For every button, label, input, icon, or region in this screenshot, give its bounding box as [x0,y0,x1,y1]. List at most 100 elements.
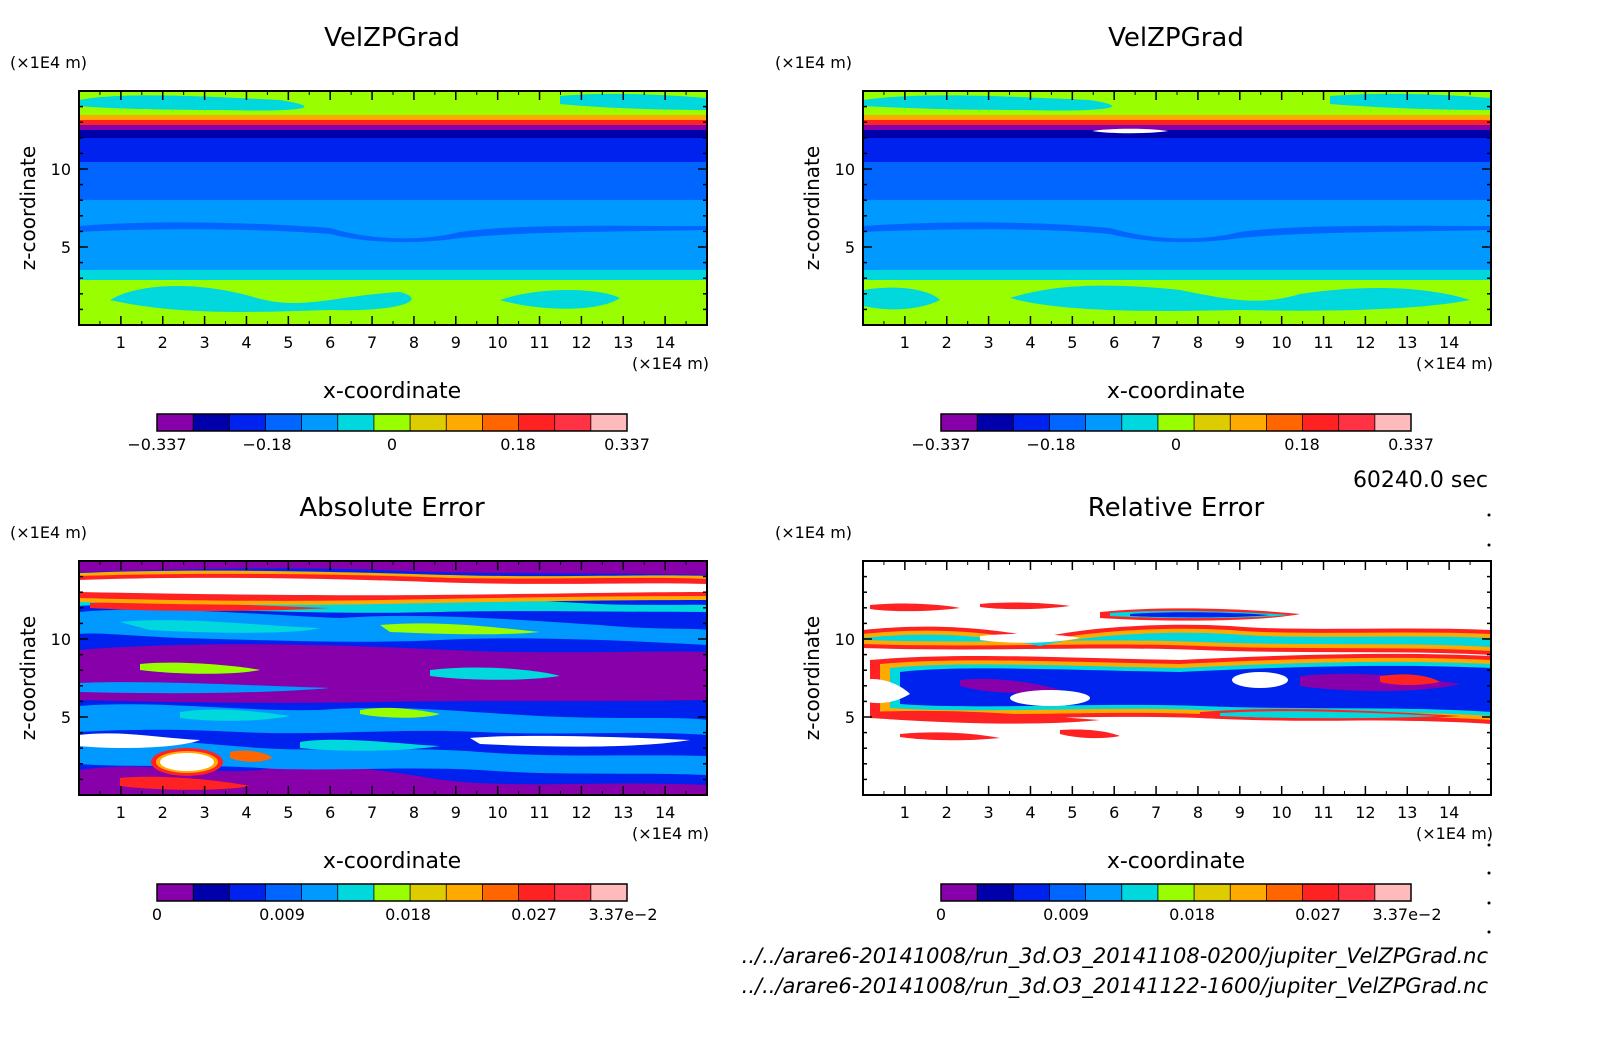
band-cyan [79,268,707,280]
colorbar-labels: −0.337 −0.18 0 0.18 0.337 [127,435,650,454]
x-tick-label: 5 [1067,333,1077,352]
colorbar-segment [1121,414,1159,431]
colorbar-segment [373,414,411,431]
colorbar-label: −0.18 [242,435,291,454]
colorbar-segment [337,884,375,901]
region-orange [230,750,272,762]
x-tick-label: 3 [200,803,210,822]
hole-white [1232,672,1288,688]
colorbar-segment [1302,884,1340,901]
saturated-band [79,733,200,748]
band-lower-red [870,710,1100,724]
x-tick-label: 6 [325,803,335,822]
x-tick-label: 2 [158,333,168,352]
colorbar-segment [518,414,556,431]
band-darkblue [79,128,707,138]
y-axis-label: z-coordinate [800,146,824,270]
colorbar-segment [1049,414,1087,431]
y-ticks: 5 10 [835,105,1491,311]
colorbar-segment [518,884,556,901]
dot [1487,513,1491,517]
band-orange [863,114,1491,120]
dot [1487,543,1491,547]
panel-velzpgrad-left: VelZPGrad (×1E4 m) 1 2 3 4 5 6 7 8 9 10 11 12 13 14 5… [10,23,709,454]
x-tick-label: 10 [487,333,507,352]
y-unit-label: (×1E4 m) [10,523,87,542]
blob-purple [960,678,1060,693]
x-tick-label: 7 [367,333,377,352]
x-axis-label: x-coordinate [323,849,461,874]
blob-cyan [500,290,620,309]
y-unit-label: (×1E4 m) [10,53,87,72]
x-unit-label: (×1E4 m) [1416,354,1493,373]
x-axis-label: x-coordinate [1107,379,1245,404]
blob-purple [1300,673,1460,691]
colorbar-label: −0.18 [1026,435,1075,454]
colorbar-segment [410,884,447,901]
blob-red [1380,674,1440,685]
x-tick-label: 1 [900,333,910,352]
colorbar-segment [265,414,303,431]
band-lower-red [1060,729,1120,739]
colorbar-segment [1085,884,1123,901]
region-green [380,623,540,635]
colorbar-segment [1266,884,1304,901]
colorbar-label: 0.027 [1295,905,1341,924]
region-purple [79,644,707,703]
x-tick-label: 12 [1355,803,1375,822]
band-blue [863,160,1491,200]
colorbar-label: 0.009 [1043,905,1089,924]
band-lightblue [863,198,1491,270]
band-darkblue [863,128,1491,138]
x-tick-label: 13 [613,333,633,352]
colorbar-segment [1085,414,1123,431]
colorbar-segment [554,884,592,901]
colorbar-segment [1230,884,1267,901]
x-unit-label: (×1E4 m) [632,354,709,373]
blob-cyan [1010,285,1470,311]
x-tick-label: 13 [1397,803,1417,822]
colorbar-segment [1374,414,1412,431]
colorbar-label: 0 [936,905,946,924]
y-tick-label: 10 [835,160,855,179]
band-blue [79,160,707,200]
hole-white [863,678,910,704]
colorbar-segment [941,414,978,431]
x-axis-label: x-coordinate [323,379,461,404]
colorbar-frame [940,413,1412,432]
dot [1487,843,1491,847]
blob-cyan [863,287,940,310]
saturated-band [470,735,690,747]
colorbar-segment [157,414,194,431]
colorbar-frame [940,883,1412,902]
colorbar-segment [1338,414,1376,431]
blob-cyan-top [79,95,305,111]
region-lightblue [79,738,707,775]
y-tick-label: 10 [51,630,71,649]
x-tick-label: 14 [1439,803,1459,822]
blob-cyan-top [560,93,707,110]
y-unit-label: (×1E4 m) [775,53,852,72]
x-tick-label: 10 [1271,803,1291,822]
saturated-band [79,577,707,596]
band-red [79,119,707,125]
colorbar-segment [1374,884,1412,901]
region-red [120,776,250,790]
region-purple [79,561,707,575]
blank-patch [1092,128,1168,134]
colorbar-segment [301,414,339,431]
band-lower-red [900,732,1000,741]
x-tick-label: 10 [1271,333,1291,352]
x-tick-label: 2 [942,803,952,822]
colorbar [156,413,628,432]
panel-title: Absolute Error [299,493,485,523]
hole-white [980,633,1080,643]
colorbar-label: 0.027 [511,905,557,924]
colorbar-segment [446,884,483,901]
colorbar-segment [1338,884,1376,901]
x-unit-label: (×1E4 m) [1416,824,1493,843]
x-tick-label: 4 [1025,803,1035,822]
x-tick-label: 7 [1151,333,1161,352]
band-blue2 [79,136,707,162]
x-tick-label: 6 [325,333,335,352]
